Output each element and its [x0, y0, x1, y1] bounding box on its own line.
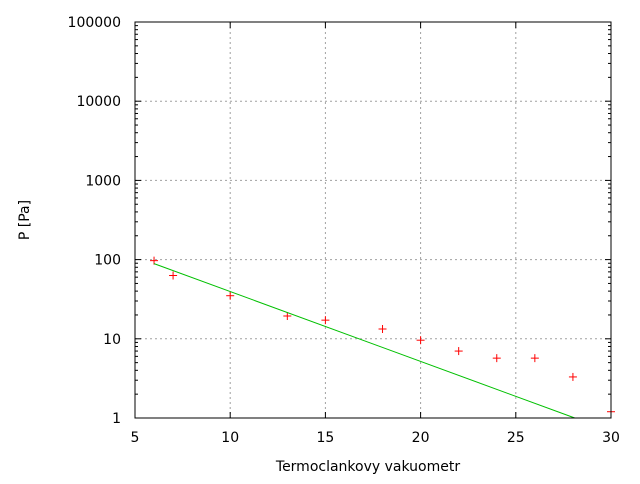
x-tick-label: 20: [412, 430, 430, 446]
data-point: [530, 354, 539, 363]
data-point: [416, 336, 425, 345]
y-tick-label: 100000: [68, 15, 121, 31]
ticks: 5 10 15 20 25 30 1 10 100 1000 10000 100000: [68, 15, 620, 446]
x-tick-label: 5: [131, 430, 140, 446]
y-axis-label: P [Pa]: [17, 200, 33, 240]
data-point: [150, 256, 159, 265]
grid: [135, 22, 611, 418]
x-tick-label: 10: [221, 430, 239, 446]
fit-line: [153, 263, 575, 419]
data-point: [492, 354, 501, 363]
data-point: [454, 347, 463, 356]
series: [150, 256, 615, 419]
plot-frame: [134, 21, 612, 419]
data-point: [568, 372, 577, 381]
x-tick-label: 30: [602, 430, 620, 446]
y-tick-label: 1000: [85, 173, 121, 189]
y-tick-label: 100: [94, 253, 121, 269]
x-tick-label: 15: [316, 430, 334, 446]
x-axis-label: Termoclankovy vakuometr: [275, 459, 460, 475]
x-tick-label: 25: [507, 430, 525, 446]
data-point: [321, 316, 330, 325]
data-point: [283, 312, 292, 321]
data-point: [169, 271, 178, 280]
y-tick-label: 10: [103, 332, 121, 348]
data-point: [226, 291, 235, 300]
y-tick-label: 1: [112, 411, 121, 427]
data-point: [378, 324, 387, 333]
y-tick-label: 10000: [76, 94, 121, 110]
